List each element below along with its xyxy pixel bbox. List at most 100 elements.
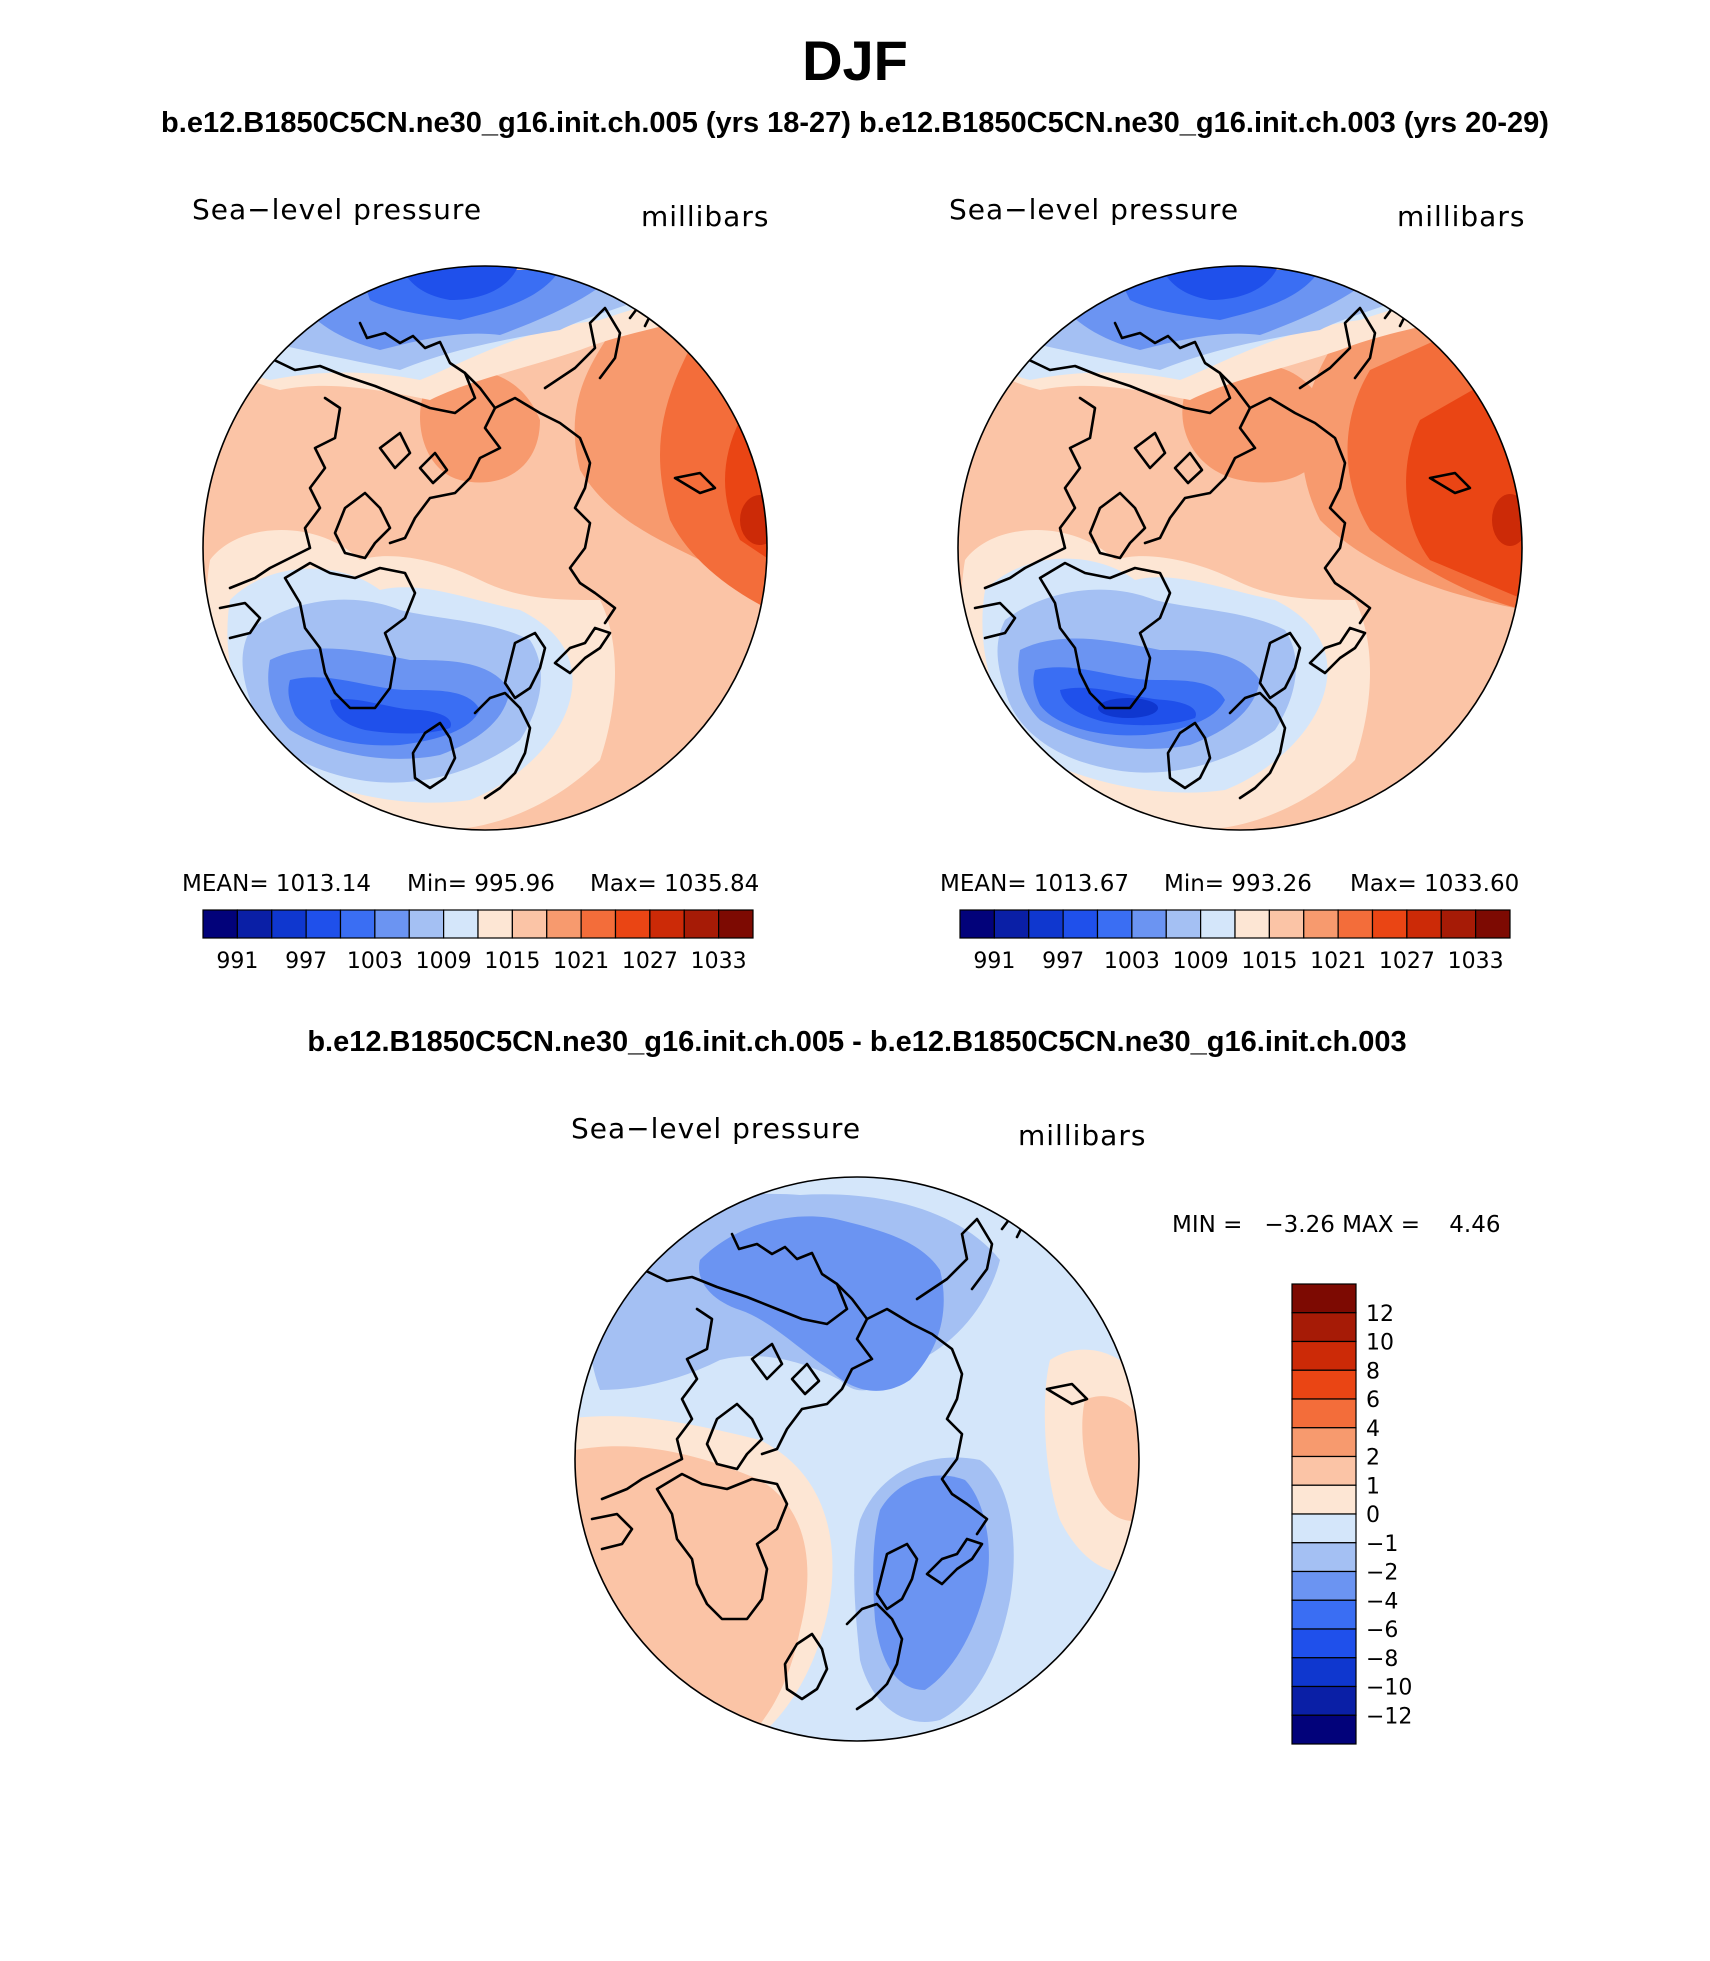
colorbar-swatch [614,909,651,939]
colorbar-swatch [1291,1340,1357,1371]
stat-max: Max= 1035.84 [590,871,759,897]
colorbar-tick-label: 1015 [1241,949,1297,974]
colorbar-tick-label: −6 [1366,1618,1398,1643]
colorbar-swatch [1291,1513,1357,1544]
colorbar-swatch [408,909,445,939]
colorbar-swatch [511,909,548,939]
stat-mean: MEAN= 1013.14 [182,871,371,897]
colorbar-tick-label: 1009 [416,949,472,974]
colorbar-swatch [1062,909,1099,939]
colorbar-swatch [1131,909,1167,939]
colorbar-swatch [1291,1283,1357,1314]
diff-title: b.e12.B1850C5CN.ne30_g16.init.ch.005 - b… [307,1026,1406,1058]
colorbar-swatch [1165,909,1202,939]
colorbar-swatch [1291,1427,1357,1458]
colorbar-tick-label: −10 [1366,1676,1412,1701]
colorbar-swatch [1291,1714,1357,1745]
colorbar-swatch [1291,1685,1357,1716]
colorbar-tick-label: 12 [1366,1302,1394,1327]
colorbar-tick-label: 1021 [553,949,609,974]
colorbar-swatch [1440,909,1477,939]
colorbar-swatch [1234,909,1270,939]
colorbar-tick-label: 1009 [1173,949,1229,974]
stat-min: Min= 995.96 [407,871,555,897]
colorbar-swatch [305,909,342,939]
colorbar-tick-label: 1021 [1310,949,1366,974]
colorbar-tick-label: 6 [1366,1388,1380,1413]
colorbar-swatch [993,909,1030,939]
colorbar-left: 991 997 1003 1009 1015 1021 1027 1033 [202,909,754,974]
figure-title: DJF [802,29,908,92]
diff-min-max: MIN = −3.26 MAX = 4.46 [1172,1212,1501,1238]
colorbar-tick-label: 1027 [622,949,678,974]
colorbar-swatch [1406,909,1442,939]
units-label: millibars [1018,1119,1146,1152]
colorbar-tick-label: −2 [1366,1561,1398,1586]
colorbar-swatch [1291,1570,1357,1601]
colorbar-swatch [339,909,376,939]
slp-diff-field [575,1177,1139,1741]
colorbar-tick-label: −4 [1366,1589,1398,1614]
colorbar-swatch [1291,1312,1357,1343]
colorbar-tick-label: 8 [1366,1359,1380,1384]
colorbar-tick-label: 4 [1366,1417,1380,1442]
case-titles: b.e12.B1850C5CN.ne30_g16.init.ch.005 (yr… [161,107,1549,139]
colorbar-tick-label: −8 [1366,1647,1398,1672]
units-label: millibars [1397,200,1525,233]
colorbar-tick-label: 10 [1366,1331,1394,1356]
colorbar-tick-label: −1 [1366,1532,1398,1557]
colorbar-swatch [1268,909,1305,939]
colorbar-swatch [959,909,995,939]
colorbar-swatch [477,909,513,939]
colorbar-swatch [718,909,754,939]
colorbar-swatch [1291,1369,1357,1400]
colorbar-swatch [1337,909,1374,939]
variable-label: Sea−level pressure [949,193,1239,226]
colorbar-swatch [1291,1484,1357,1515]
colorbar-tick-label: 1027 [1379,949,1435,974]
colorbar-swatch [236,909,273,939]
colorbar-tick-label: 1015 [484,949,540,974]
colorbar-swatch [1291,1657,1357,1688]
stat-max: Max= 1033.60 [1350,871,1519,897]
colorbar-swatch [1291,1599,1357,1630]
stat-mean: MEAN= 1013.67 [940,871,1129,897]
slp-field-left [203,266,767,830]
colorbar-tick-label: 1003 [347,949,403,974]
colorbar-tick-label: −12 [1366,1704,1412,1729]
colorbar-swatch [1303,909,1339,939]
colorbar-tick-label: 991 [216,949,258,974]
stat-min: Min= 993.26 [1164,871,1312,897]
colorbar-tick-label: 1003 [1104,949,1160,974]
colorbar-tick-label: 0 [1366,1503,1380,1528]
colorbar-swatch [1475,909,1511,939]
colorbar-tick-label: 997 [1042,949,1084,974]
colorbar-tick-label: 997 [285,949,327,974]
colorbar-swatch [546,909,582,939]
colorbar-swatch [683,909,720,939]
map-panel-right: Sea−level pressure millibars MEAN= [940,193,1525,974]
colorbar-swatch [1028,909,1064,939]
colorbar-swatch [1291,1398,1357,1429]
colorbar-swatch [1200,909,1236,939]
colorbar-tick-label: 1033 [1448,949,1504,974]
variable-label: Sea−level pressure [571,1112,861,1145]
colorbar-swatch [443,909,479,939]
colorbar-swatch [580,909,617,939]
colorbar-swatch [1291,1455,1357,1486]
map-panel-left: Sea−level pressure millibars MEAN= 1013.… [182,193,769,974]
variable-label: Sea−level pressure [192,193,482,226]
colorbar-tick-label: 1 [1366,1474,1380,1499]
units-label: millibars [641,200,769,233]
colorbar-swatch [1291,1628,1357,1659]
colorbar-swatch [1371,909,1408,939]
colorbar-right: 991 997 1003 1009 1015 1021 1027 1033 [959,909,1511,974]
colorbar-swatch [202,909,238,939]
colorbar-swatch [374,909,410,939]
map-panel-difference: Sea−level pressure millibars MIN = −3.26… [571,1112,1501,1745]
colorbar-tick-label: 1033 [691,949,747,974]
colorbar-swatch [271,909,307,939]
colorbar-tick-label: 991 [973,949,1015,974]
